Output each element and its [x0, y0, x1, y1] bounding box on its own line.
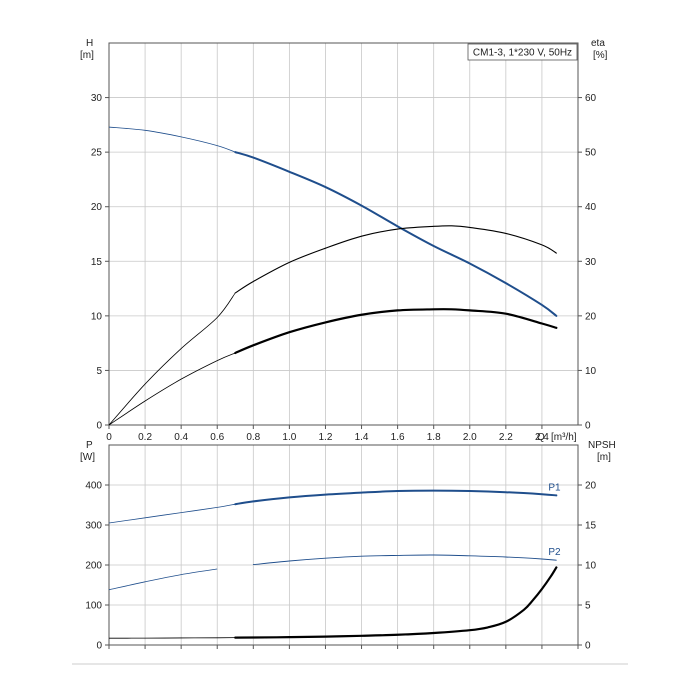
x-tick-label: 1.8	[427, 432, 441, 443]
series-line-thick	[234, 489, 558, 506]
x-tick-label: 0.6	[210, 432, 224, 443]
series-pump-efficiency-curve	[108, 308, 558, 426]
right-tick-label: 15	[585, 521, 597, 532]
title-box-border	[467, 43, 578, 61]
left-axis-unit: [m]	[80, 50, 94, 61]
series-p2	[108, 554, 557, 591]
series-head-curve	[108, 126, 558, 317]
x-axis-prefix: Q	[537, 432, 545, 443]
x-tick-label: 0	[106, 432, 112, 443]
x-tick-label: 1.0	[282, 432, 296, 443]
right-tick-label: 10	[585, 366, 597, 377]
left-tick-label: 20	[91, 202, 103, 213]
series-line-thin	[108, 503, 236, 524]
left-axis-unit: [W]	[80, 452, 95, 463]
left-tick-label: 400	[85, 481, 102, 492]
right-tick-label: 5	[585, 601, 591, 612]
right-axis-unit: [m]	[597, 452, 611, 463]
series-p1	[108, 489, 558, 524]
left-tick-label: 100	[85, 601, 102, 612]
chart-title: CM1-3, 1*230 V, 50Hz	[473, 48, 572, 59]
right-tick-label: 0	[585, 641, 591, 652]
right-tick-label: 30	[585, 257, 597, 268]
series-label-p2: P2	[548, 547, 561, 558]
right-tick-label: 20	[585, 311, 597, 322]
chart-title-box: CM1-3, 1*230 V, 50Hz	[467, 43, 578, 61]
left-tick-label: 0	[96, 421, 102, 432]
series-line-thin	[108, 292, 236, 426]
x-tick-label: 1.6	[391, 432, 405, 443]
plot-frame	[108, 444, 579, 646]
left-tick-label: 0	[96, 641, 102, 652]
series-line-thin	[108, 126, 236, 153]
x-tick-label: 1.4	[355, 432, 369, 443]
series-line-thin	[108, 352, 236, 426]
x-tick-label: 2.2	[499, 432, 513, 443]
right-axis-unit: [%]	[593, 50, 608, 61]
left-tick-label: 200	[85, 561, 102, 572]
left-tick-label: 5	[96, 366, 102, 377]
x-tick-label: 0.8	[246, 432, 260, 443]
series-line-thick	[234, 566, 558, 639]
x-tick-label: 2.4	[535, 432, 549, 443]
plot-frame	[108, 42, 579, 426]
right-tick-label: 20	[585, 481, 597, 492]
right-tick-label: 10	[585, 561, 597, 572]
upper-panel-head-efficiency: 0 5 10 15 20 25 30 0 10 20 30 40 50 60 H[m] eta[%] 0 0.2 0…	[80, 38, 608, 443]
series-line-thin	[108, 568, 218, 591]
left-tick-label: 300	[85, 521, 102, 532]
right-axis-label: eta	[591, 38, 605, 49]
series-npsh-curve	[108, 566, 558, 639]
x-tick-label: 1.2	[319, 432, 333, 443]
x-axis-unit: [m³/h]	[551, 432, 577, 443]
lower-panel-power-npsh: 0 100 200 300 400 0 5 10 15 20 P[W] NPSH[m] P1 P2	[80, 440, 616, 652]
right-tick-label: 40	[585, 202, 597, 213]
left-axis-label: P	[86, 440, 93, 451]
series-efficiency-curve	[108, 225, 557, 426]
x-tick-label: 0.2	[138, 432, 152, 443]
series-line-thin	[108, 637, 236, 639]
series-line-thick	[252, 554, 557, 566]
series-label-p1: P1	[548, 482, 561, 493]
left-tick-label: 15	[91, 257, 103, 268]
series-line-thick	[234, 308, 558, 355]
right-tick-label: 50	[585, 148, 597, 159]
left-tick-label: 30	[91, 93, 103, 104]
left-tick-label: 25	[91, 148, 103, 159]
left-axis-label: H	[86, 38, 93, 49]
right-axis-label: NPSH	[588, 440, 616, 451]
right-tick-label: 0	[585, 421, 591, 432]
series-line-thick	[234, 225, 557, 294]
left-tick-label: 10	[91, 311, 103, 322]
x-tick-label: 0.4	[174, 432, 188, 443]
series-line-thick	[234, 151, 558, 317]
right-tick-label: 60	[585, 93, 597, 104]
x-tick-label: 2.0	[463, 432, 477, 443]
